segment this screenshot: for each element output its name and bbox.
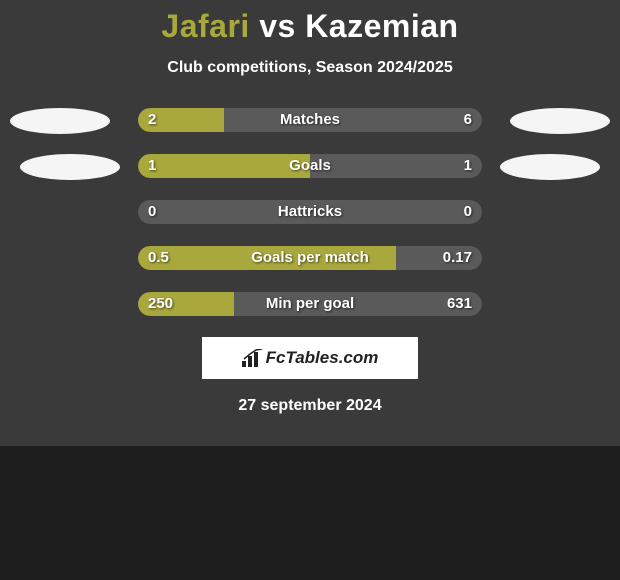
stat-row: 250631Min per goal bbox=[0, 291, 620, 319]
bar-track: 26Matches bbox=[138, 108, 482, 132]
brand-logo: FcTables.com bbox=[202, 337, 418, 379]
comparison-card: Jafari vs Kazemian Club competitions, Se… bbox=[0, 0, 620, 446]
brand-text: FcTables.com bbox=[266, 348, 379, 368]
team2-logo bbox=[510, 108, 610, 134]
team1-logo bbox=[10, 108, 110, 134]
stat-label: Matches bbox=[138, 108, 482, 132]
team2-logo bbox=[500, 154, 600, 180]
stat-row: 11Goals bbox=[0, 153, 620, 181]
team1-logo bbox=[20, 154, 120, 180]
date-text: 27 september 2024 bbox=[0, 397, 620, 415]
player1-name: Jafari bbox=[161, 8, 249, 44]
bar-track: 0.50.17Goals per match bbox=[138, 246, 482, 270]
player2-name: Kazemian bbox=[305, 8, 458, 44]
subtitle: Club competitions, Season 2024/2025 bbox=[0, 59, 620, 77]
bar-track: 00Hattricks bbox=[138, 200, 482, 224]
bar-track: 250631Min per goal bbox=[138, 292, 482, 316]
stats-container: 26Matches 11Goals 00Hattricks 0.50.17Goals … bbox=[0, 107, 620, 319]
stat-label: Goals bbox=[138, 154, 482, 178]
bar-track: 11Goals bbox=[138, 154, 482, 178]
stat-label: Min per goal bbox=[138, 292, 482, 316]
stat-row: 26Matches bbox=[0, 107, 620, 135]
chart-icon bbox=[242, 349, 264, 367]
stat-row: 00Hattricks bbox=[0, 199, 620, 227]
stat-label: Goals per match bbox=[138, 246, 482, 270]
stat-label: Hattricks bbox=[138, 200, 482, 224]
vs-text: vs bbox=[259, 8, 296, 44]
page-title: Jafari vs Kazemian bbox=[0, 0, 620, 45]
stat-row: 0.50.17Goals per match bbox=[0, 245, 620, 273]
